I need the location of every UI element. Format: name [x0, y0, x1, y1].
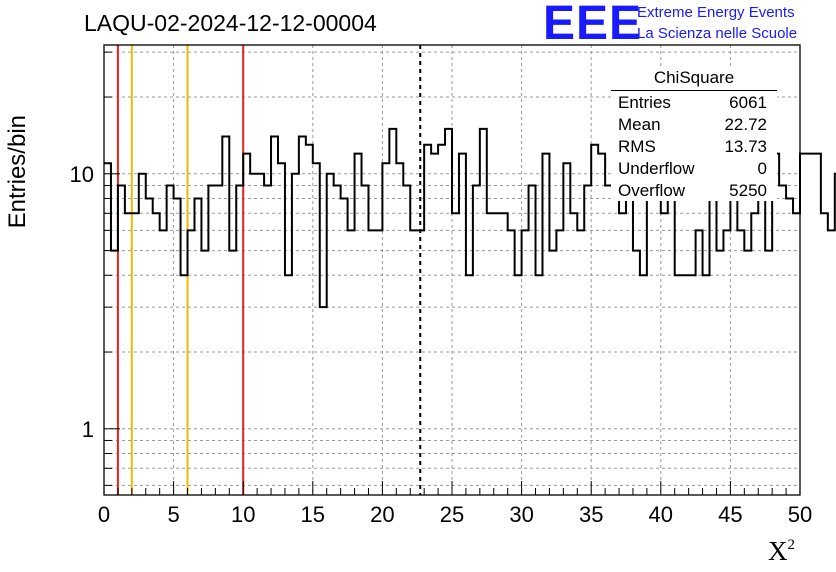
- histogram-series: [104, 127, 836, 309]
- eee-logo: EEE: [543, 0, 643, 50]
- histogram-line: [104, 127, 836, 309]
- axis-ticks: [103, 51, 801, 495]
- stats-key: Underflow: [618, 159, 695, 178]
- stats-row-underflow: Underflow 0: [611, 157, 777, 179]
- x-tick-label: 10: [231, 502, 255, 527]
- stats-box: ChiSquare Entries 6061 Mean 22.72 RMS 13…: [611, 66, 777, 201]
- stats-key: RMS: [618, 137, 656, 156]
- x-tick-label: 15: [301, 502, 325, 527]
- plot-title: LAQU-02-2024-12-12-00004: [84, 10, 377, 36]
- stats-value: 22.72: [724, 115, 767, 134]
- y-tick-label: 1: [82, 417, 94, 442]
- x-tick-label: 0: [98, 502, 110, 527]
- x-tick-label: 50: [788, 502, 812, 527]
- stats-value: 6061: [729, 93, 767, 112]
- stats-title: ChiSquare: [611, 66, 777, 91]
- reference-lines: [116, 45, 422, 495]
- x-tick-label: 40: [649, 502, 673, 527]
- stats-key: Overflow: [618, 181, 686, 200]
- x-axis-label: X2: [768, 536, 795, 567]
- y-axis-label: Entries/bin: [4, 115, 31, 229]
- x-tick-label: 45: [718, 502, 742, 527]
- stats-key: Mean: [618, 115, 661, 134]
- stats-row-overflow: Overflow 5250: [611, 179, 777, 201]
- logo-line-2: La Scienza nelle Scuole: [637, 25, 798, 42]
- stats-value: 13.73: [724, 137, 767, 156]
- stats-row-mean: Mean 22.72: [611, 113, 777, 135]
- stats-row-rms: RMS 13.73: [611, 135, 777, 157]
- x-tick-label: 20: [370, 502, 394, 527]
- stats-value: 0: [757, 159, 767, 178]
- y-tick-label: 10: [70, 162, 94, 187]
- x-tick-label: 30: [509, 502, 533, 527]
- x-tick-label: 25: [440, 502, 464, 527]
- x-axis-label-sup: 2: [787, 537, 796, 553]
- stats-value: 5250: [729, 181, 767, 200]
- logo-line-1: Extreme Energy Events: [637, 4, 795, 21]
- axis-tick-labels: 0 5 10 15 20 25 30 35 40 45 50 1 10: [70, 162, 813, 527]
- stats-row-entries: Entries 6061: [611, 91, 777, 113]
- stats-key: Entries: [618, 93, 671, 112]
- x-tick-label: 35: [579, 502, 603, 527]
- x-tick-label: 5: [167, 502, 179, 527]
- x-axis-label-base: X: [768, 536, 788, 566]
